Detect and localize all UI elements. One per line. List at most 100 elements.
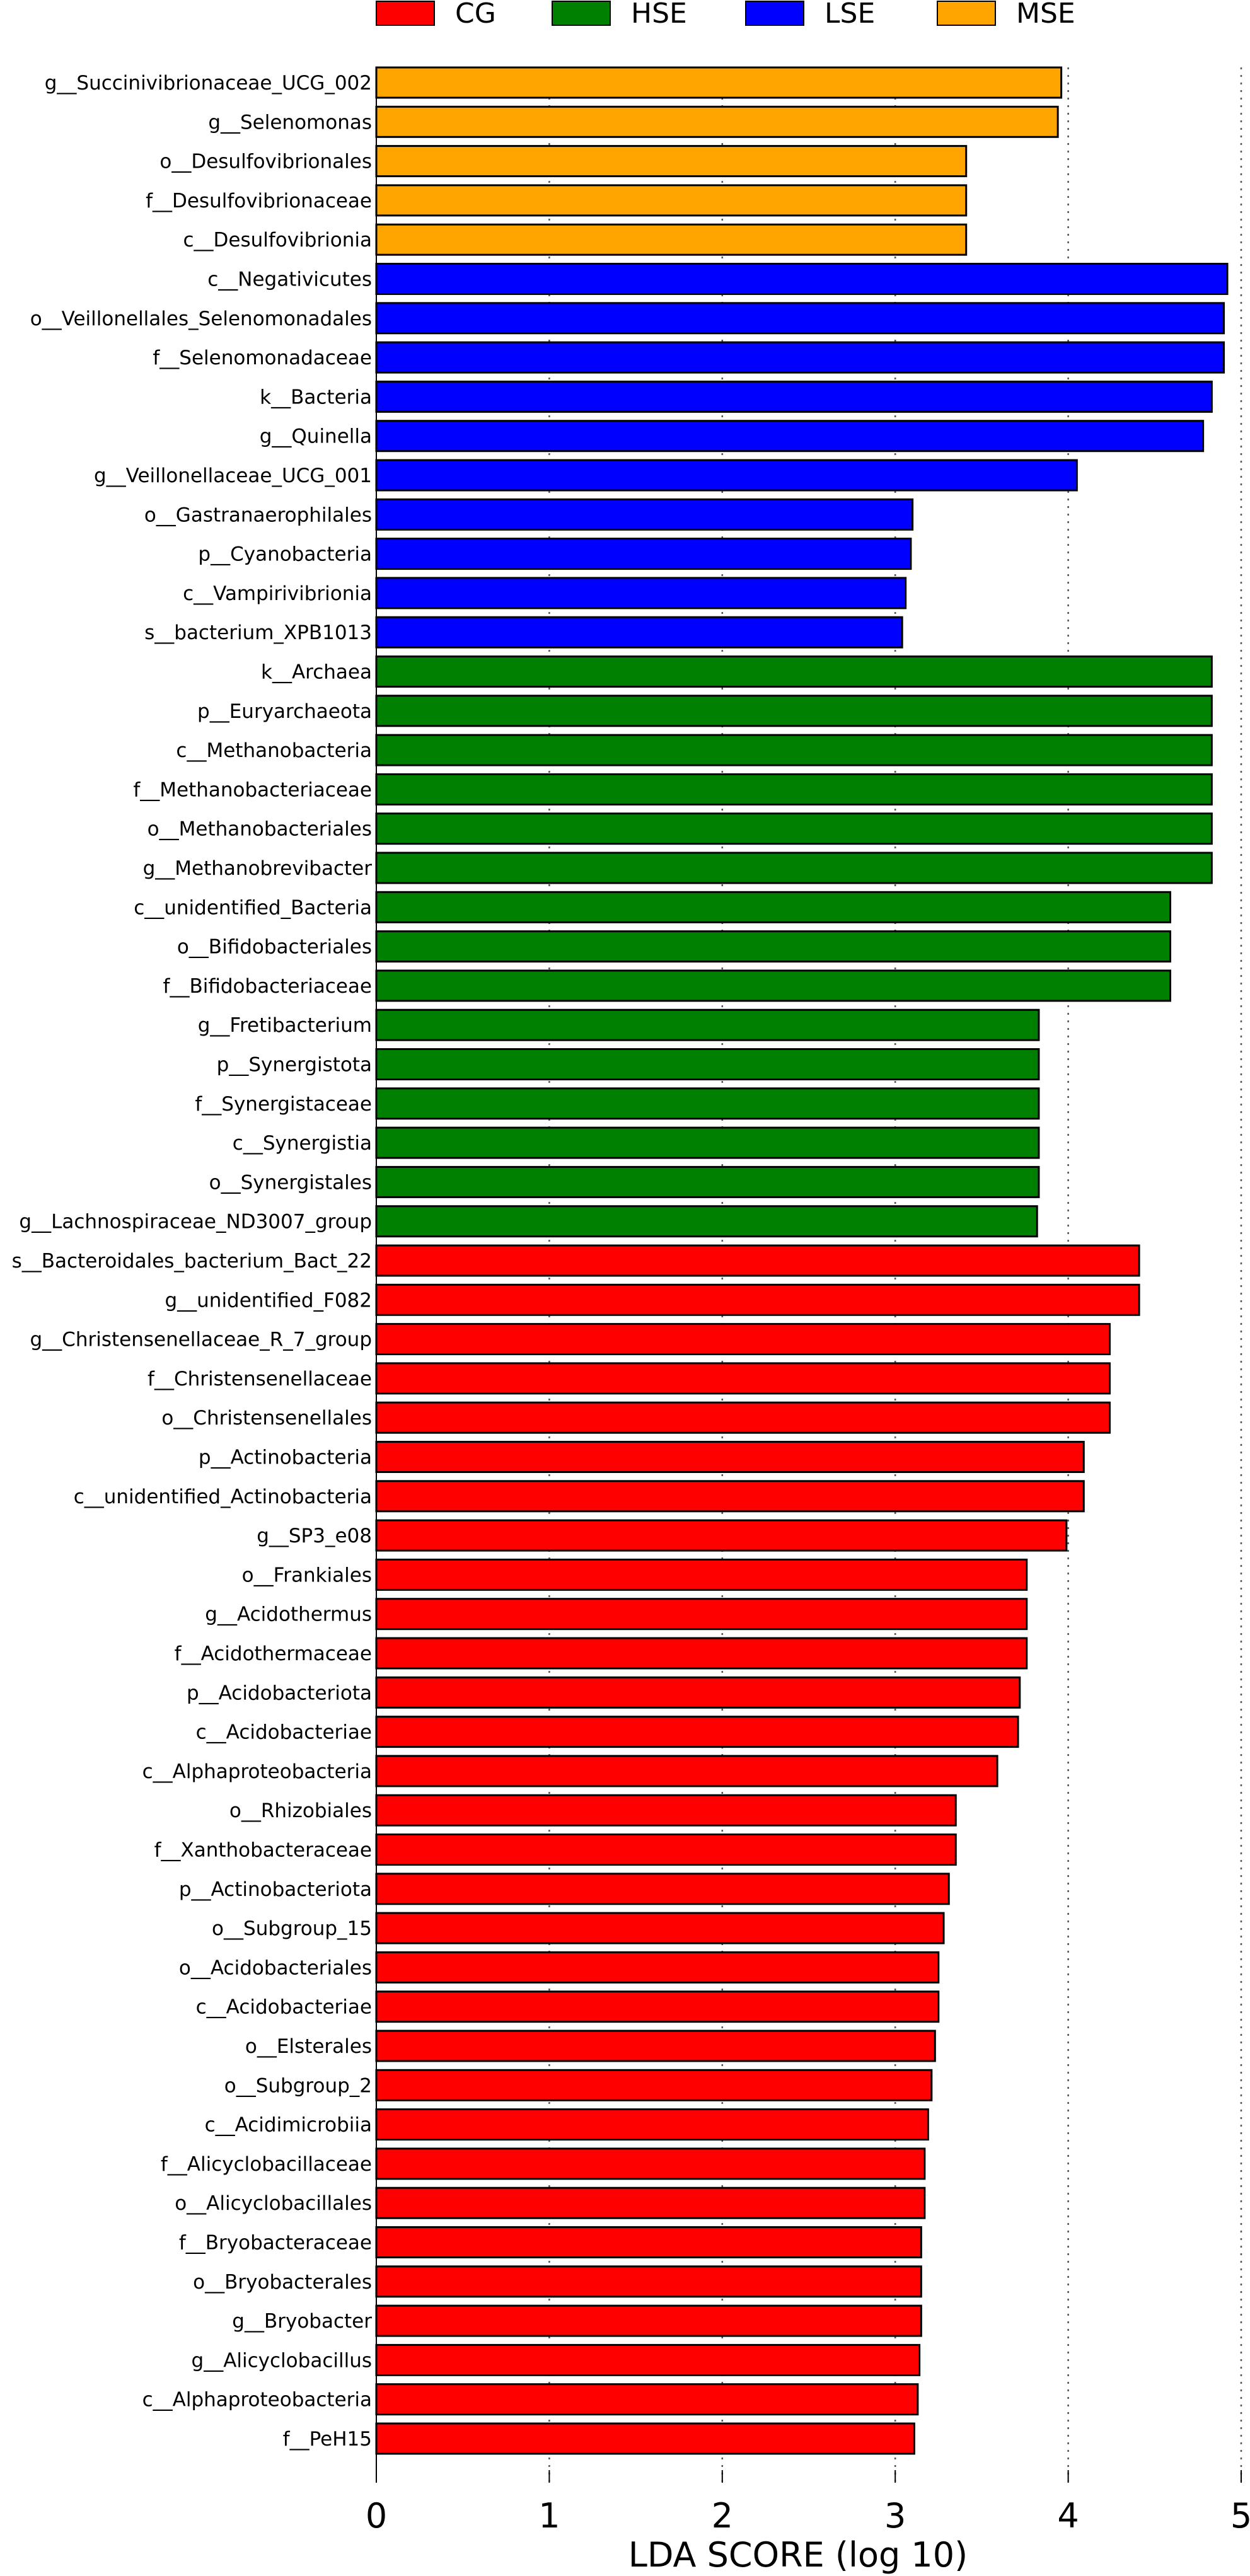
bar-label-15: k__Archaea (261, 661, 372, 684)
bar-13 (375, 577, 907, 609)
bar-label-52: c__Acidimicrobiia (205, 2114, 372, 2137)
bar-label-2: o__Desulfovibrionales (159, 151, 372, 173)
bar-7 (375, 341, 1225, 374)
bar-label-24: g__Fretibacterium (198, 1014, 372, 1037)
x-axis: 0 1 2 3 4 5 (366, 67, 1250, 2536)
bar-44 (375, 1794, 957, 1827)
bar-label-5: c__Negativicutes (207, 269, 372, 291)
bar-label-40: f__Acidothermaceae (175, 1643, 372, 1665)
bar-37 (375, 1519, 1068, 1552)
bar-58 (375, 2343, 921, 2376)
bar-label-48: o__Acidobacteriales (179, 1956, 372, 1979)
bar-36 (375, 1480, 1085, 1513)
bar-label-55: f__Bryobacteraceae (179, 2232, 372, 2255)
bar-51 (375, 2069, 933, 2101)
x-tick-label-1: 1 (538, 2496, 560, 2536)
bar-35 (375, 1441, 1085, 1473)
bar-5 (375, 263, 1229, 295)
bar-label-19: o__Methanobacteriales (148, 818, 372, 841)
bar-52 (375, 2108, 929, 2141)
bar-6 (375, 302, 1225, 335)
bar-label-20: g__Methanobrevibacter (143, 857, 373, 880)
bar-label-30: s__Bacteroidales_bacterium_Bact_22 (12, 1250, 372, 1273)
bar-0 (375, 66, 1063, 99)
bar-2 (375, 145, 968, 178)
bar-label-21: c__unidentified_Bacteria (134, 896, 372, 919)
bar-57 (375, 2304, 922, 2337)
bar-label-11: o__Gastranaerophilales (144, 504, 372, 526)
bar-label-16: p__Euryarchaeota (197, 700, 372, 723)
bar-20 (375, 852, 1213, 884)
bar-label-3: f__Desulfovibrionaceae (146, 190, 372, 212)
bar-30 (375, 1244, 1140, 1277)
bar-label-32: g__Christensenellaceae_R_7_group (30, 1329, 373, 1351)
bar-label-23: f__Bifidobacteriaceae (163, 975, 372, 998)
bar-14 (375, 616, 903, 649)
bar-label-13: c__Vampirivibrionia (183, 582, 372, 605)
x-tick-label-3: 3 (884, 2496, 906, 2536)
bar-label-1: g__Selenomonas (208, 111, 372, 134)
legend-swatch-hse (552, 1, 611, 26)
bar-53 (375, 2147, 926, 2180)
bar-40 (375, 1637, 1028, 1670)
x-tick-label-4: 4 (1057, 2496, 1079, 2536)
bar-55 (375, 2226, 922, 2258)
bar-label-49: c__Acidobacteriae (196, 1996, 372, 2019)
bar-label-35: p__Actinobacteria (199, 1447, 372, 1469)
legend-label-cg: CG (455, 0, 496, 30)
bar-59 (375, 2383, 919, 2416)
x-tick-label-0: 0 (366, 2496, 387, 2536)
bar-label-58: g__Alicyclobacillus (192, 2349, 372, 2372)
x-axis-title: LDA SCORE (log 10) (628, 2535, 968, 2575)
bar-50 (375, 2030, 936, 2062)
legend-swatch-mse (937, 1, 996, 26)
bar-41 (375, 1676, 1021, 1709)
bar-label-37: g__SP3_e08 (257, 1525, 372, 1547)
bar-label-60: f__PeH15 (283, 2428, 372, 2451)
bar-28 (375, 1165, 1040, 1198)
bar-label-31: g__unidentified_F082 (165, 1289, 372, 1312)
bar-42 (375, 1716, 1019, 1748)
bar-label-22: o__Bifidobacteriales (177, 936, 372, 959)
bar-label-59: c__Alphaproteobacteria (142, 2389, 372, 2411)
bar-33 (375, 1362, 1111, 1395)
x-tick-label-2: 2 (712, 2496, 733, 2536)
bar-60 (375, 2422, 915, 2455)
bar-31 (375, 1283, 1140, 1316)
bar-label-46: p__Actinobacteriota (179, 1878, 372, 1901)
bar-label-7: f__Selenomonadaceae (153, 347, 372, 369)
bar-label-8: k__Bacteria (260, 386, 372, 408)
bar-label-50: o__Elsterales (245, 2035, 372, 2058)
bar-29 (375, 1205, 1038, 1238)
bar-4 (375, 223, 968, 256)
bar-label-53: f__Alicyclobacillaceae (161, 2153, 372, 2176)
bar-label-56: o__Bryobacterales (193, 2271, 372, 2294)
bar-label-43: c__Alphaproteobacteria (142, 1760, 372, 1783)
bar-label-47: o__Subgroup_15 (212, 1917, 372, 1940)
bar-label-26: f__Synergistaceae (195, 1093, 372, 1116)
bar-8 (375, 380, 1213, 413)
x-tick-label-5: 5 (1230, 2496, 1250, 2536)
bar-19 (375, 812, 1213, 845)
bar-label-33: f__Christensenellaceae (148, 1368, 372, 1390)
bar-3 (375, 184, 968, 217)
legend-label-lse: LSE (825, 0, 875, 30)
bar-46 (375, 1873, 950, 1905)
bar-32 (375, 1323, 1111, 1356)
bar-label-44: o__Rhizobiales (229, 1799, 372, 1822)
bar-label-42: c__Acidobacteriae (196, 1721, 372, 1744)
legend-label-mse: MSE (1016, 0, 1075, 30)
bar-label-38: o__Frankiales (242, 1564, 372, 1586)
bar-label-34: o__Christensenellales (161, 1407, 372, 1430)
bar-47 (375, 1912, 945, 1944)
bar-label-51: o__Subgroup_2 (224, 2074, 372, 2097)
bar-45 (375, 1834, 957, 1866)
bar-label-57: g__Bryobacter (232, 2310, 372, 2333)
bar-15 (375, 656, 1213, 688)
bar-38 (375, 1558, 1028, 1591)
legend: CG HSE LSE MSE (376, 0, 1075, 30)
bar-49 (375, 1990, 940, 2023)
bar-43 (375, 1755, 998, 1788)
bar-56 (375, 2265, 922, 2298)
bar-25 (375, 1048, 1040, 1080)
